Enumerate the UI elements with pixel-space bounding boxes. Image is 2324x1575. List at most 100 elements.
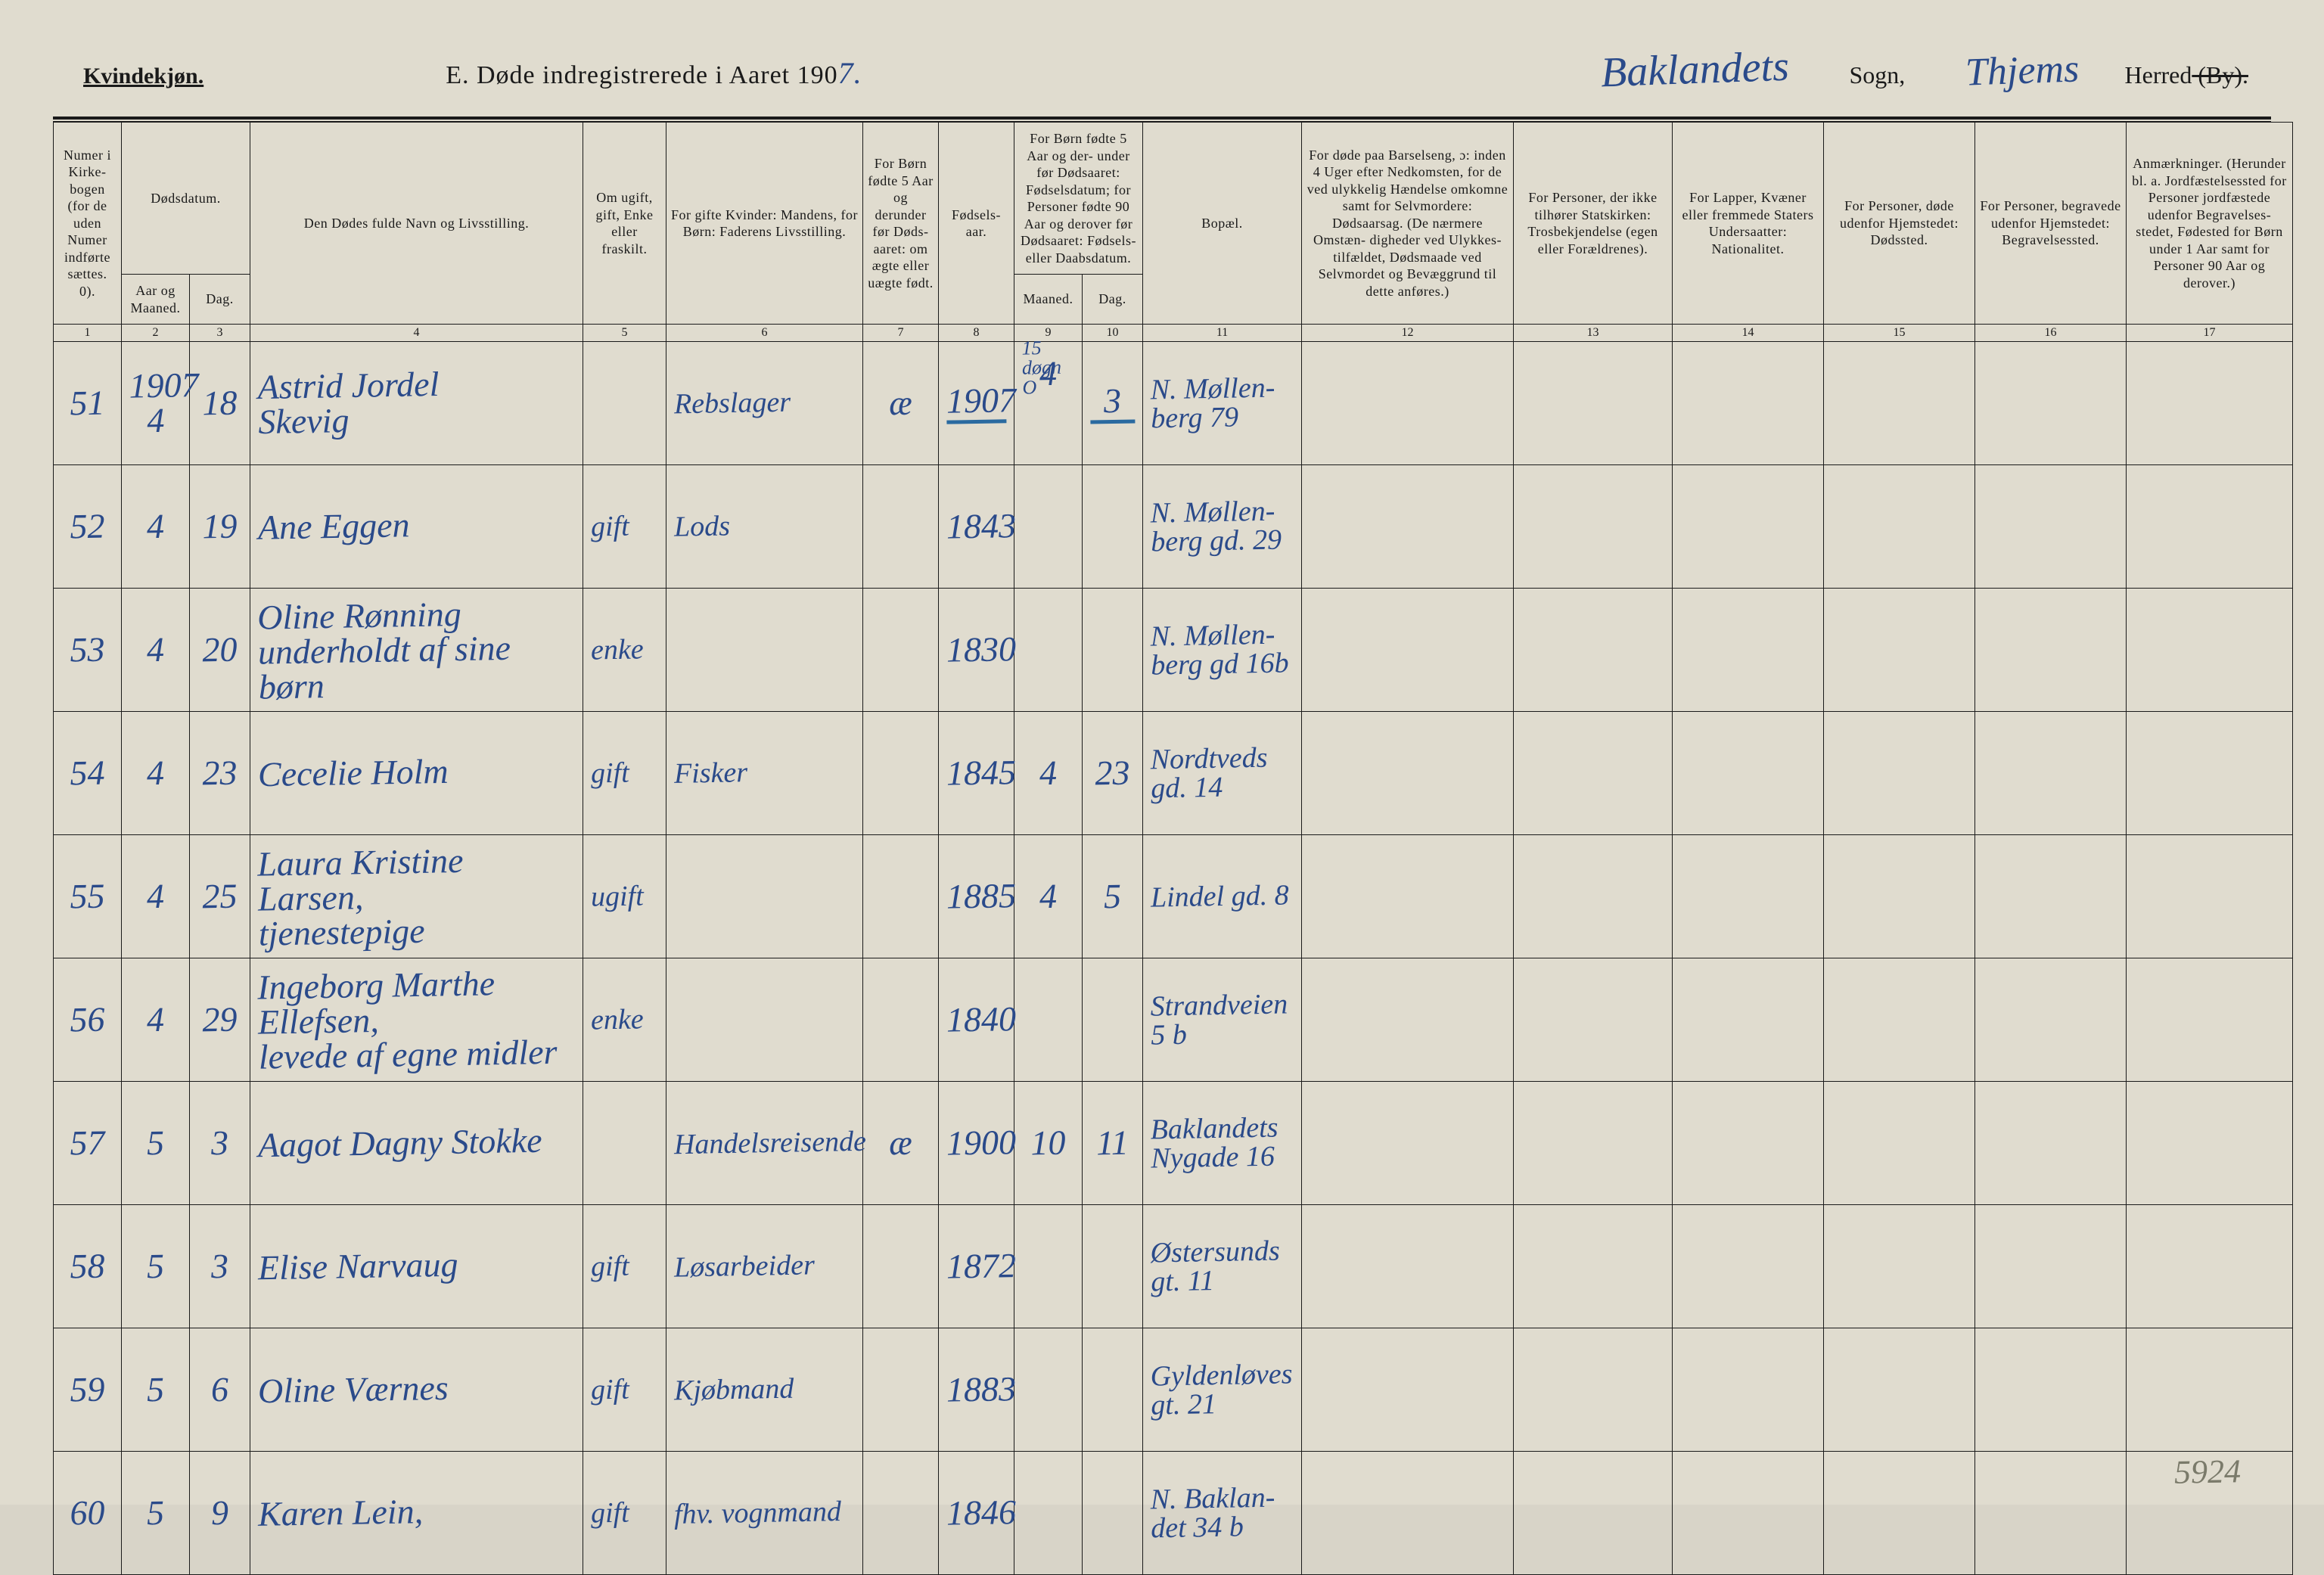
handwritten-value: 25 xyxy=(197,878,243,914)
cell: 415 døgn O xyxy=(1014,342,1083,465)
cell xyxy=(1083,1452,1143,1575)
cell xyxy=(863,835,939,958)
cell xyxy=(1673,1328,1824,1452)
colnum: 6 xyxy=(666,325,863,342)
handwritten-value: 23 xyxy=(197,755,243,791)
handwritten-value: 5 xyxy=(129,1495,182,1530)
handwritten-value: 53 xyxy=(61,632,114,667)
cell: Laura Kristine Larsen, tjenestepige xyxy=(250,835,583,958)
cell xyxy=(863,1205,939,1328)
handwritten-value: 23 xyxy=(1090,755,1136,791)
cell xyxy=(666,589,863,712)
col-header-8: Fødsels- aar. xyxy=(939,123,1014,325)
handwritten-value: 4 xyxy=(129,755,182,791)
colnum: 15 xyxy=(1824,325,1975,342)
cell xyxy=(1083,465,1143,589)
handwritten-value: 52 xyxy=(61,508,114,544)
handwritten-value: Strandveien 5 b xyxy=(1150,989,1288,1049)
cell: 19 xyxy=(190,465,250,589)
handwritten-value: 3 xyxy=(197,1248,243,1284)
handwritten-value: 59 xyxy=(61,1372,114,1407)
cell xyxy=(1514,1205,1673,1328)
colnum: 8 xyxy=(939,325,1014,342)
cell: 4 xyxy=(122,712,190,835)
cell: Handelsreisende xyxy=(666,1082,863,1205)
handwritten-value: 4 xyxy=(129,1002,182,1037)
handwritten-value: Nordtveds gd. 14 xyxy=(1150,744,1268,803)
colnum: 4 xyxy=(250,325,583,342)
colnum: 12 xyxy=(1302,325,1514,342)
cell: 54 xyxy=(54,712,122,835)
cell: 20 xyxy=(190,589,250,712)
cell: Strandveien 5 b xyxy=(1143,958,1302,1082)
cell: Nordtveds gd. 14 xyxy=(1143,712,1302,835)
col-header-14: For Lapper, Kvæner eller fremmede Stater… xyxy=(1673,123,1824,325)
cell xyxy=(1302,1328,1514,1452)
herred-label-prefix: Herred xyxy=(2125,61,2192,89)
handwritten-value: gift xyxy=(591,512,629,542)
cell: N. Møllen- berg gd 16b xyxy=(1143,589,1302,712)
handwritten-value: N. Møllen- berg 79 xyxy=(1150,374,1275,433)
cell xyxy=(1302,835,1514,958)
cell xyxy=(1302,1452,1514,1575)
cell: 1843 xyxy=(939,465,1014,589)
handwritten-value: Gyldenløves gt. 21 xyxy=(1150,1359,1293,1419)
cell xyxy=(1302,465,1514,589)
cell: 1872 xyxy=(939,1205,1014,1328)
cell: 25 xyxy=(190,835,250,958)
cell xyxy=(1975,589,2127,712)
colnum: 13 xyxy=(1514,325,1673,342)
cell xyxy=(1514,712,1673,835)
cell: 18 xyxy=(190,342,250,465)
handwritten-value: 4 xyxy=(129,508,182,544)
colnum: 5 xyxy=(583,325,666,342)
col-header-2a: Aar og Maaned. xyxy=(122,275,190,325)
table-head: Numer i Kirke- bogen (for de uden Numer … xyxy=(54,123,2293,342)
cell xyxy=(1673,589,1824,712)
cell: ugift xyxy=(583,835,666,958)
handwritten-value: 4 xyxy=(1022,755,1075,791)
cell: Cecelie Holm xyxy=(250,712,583,835)
colnum: 1 xyxy=(54,325,122,342)
cell: N. Baklan- det 34 b xyxy=(1143,1452,1302,1575)
handwritten-value: Fisker xyxy=(674,758,748,788)
column-numbers-row: 1 2 3 4 5 6 7 8 9 10 11 12 13 14 15 16 1… xyxy=(54,325,2293,342)
cell xyxy=(2127,1082,2293,1205)
handwritten-value: 1830 xyxy=(946,632,1007,667)
cell: Gyldenløves gt. 21 xyxy=(1143,1328,1302,1452)
cell: Baklandets Nygade 16 xyxy=(1143,1082,1302,1205)
cell: 1830 xyxy=(939,589,1014,712)
cell xyxy=(1975,712,2127,835)
handwritten-value: 55 xyxy=(61,878,114,914)
cell: 23 xyxy=(190,712,250,835)
cell: Lindel gd. 8 xyxy=(1143,835,1302,958)
cell xyxy=(1014,1452,1083,1575)
handwritten-value: 51 xyxy=(61,385,114,421)
cell xyxy=(1975,1082,2127,1205)
handwritten-value: Rebslager xyxy=(674,388,791,419)
sogn-value: Baklandets xyxy=(1585,42,1805,98)
cell: 56 xyxy=(54,958,122,1082)
cell xyxy=(1083,958,1143,1082)
handwritten-value: 29 xyxy=(197,1002,243,1037)
handwritten-value: 1883 xyxy=(946,1372,1007,1407)
page-header: Kvindekjøn. E. Døde indregistrerede i Aa… xyxy=(53,45,2271,116)
year-suffix: 7. xyxy=(838,56,862,90)
cell: Karen Lein, xyxy=(250,1452,583,1575)
handwritten-value: gift xyxy=(591,759,629,788)
handwritten-value: æ xyxy=(871,1125,931,1160)
cell: enke xyxy=(583,958,666,1082)
cell xyxy=(1673,958,1824,1082)
cell: 4 xyxy=(1014,835,1083,958)
handwritten-value: 19 xyxy=(197,508,243,544)
cell xyxy=(1302,958,1514,1082)
cell: 6 xyxy=(190,1328,250,1452)
table-row: 511907 418Astrid Jordel SkevigRebslageræ… xyxy=(54,342,2293,465)
cell: Lods xyxy=(666,465,863,589)
handwritten-value: Lods xyxy=(674,511,731,541)
cell xyxy=(1514,465,1673,589)
cell xyxy=(1083,1328,1143,1452)
cell: Rebslager xyxy=(666,342,863,465)
cell: 11 xyxy=(1083,1082,1143,1205)
cell xyxy=(1514,958,1673,1082)
